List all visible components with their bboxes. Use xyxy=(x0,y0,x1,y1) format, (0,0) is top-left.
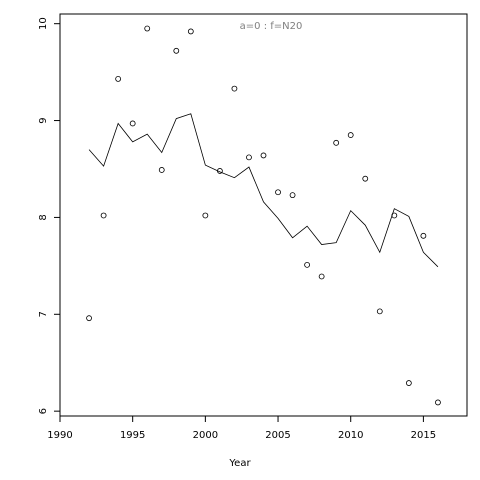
data-point xyxy=(173,47,180,54)
data-point xyxy=(260,152,267,159)
data-line xyxy=(88,113,439,268)
y-tick-label: 10 xyxy=(38,17,49,30)
data-point xyxy=(435,399,441,406)
plot-box xyxy=(59,13,468,417)
data-point xyxy=(275,189,281,196)
data-point xyxy=(333,139,340,146)
data-point xyxy=(115,76,122,82)
data-point xyxy=(158,167,165,173)
data-point xyxy=(129,120,136,127)
x-tick-label: 2005 xyxy=(265,430,290,441)
data-point xyxy=(362,175,369,182)
data-point xyxy=(420,232,427,239)
data-point xyxy=(304,261,311,268)
x-tick-label: 1995 xyxy=(120,430,145,441)
x-tick-label: 2010 xyxy=(338,430,363,441)
x-axis-label: Year xyxy=(228,458,251,469)
chart-title: a=0 : f=N20 xyxy=(240,21,303,32)
data-point xyxy=(318,273,325,280)
data-point xyxy=(246,154,252,161)
y-tick-label: 7 xyxy=(38,311,49,317)
data-point xyxy=(86,315,92,322)
x-tick-label: 2015 xyxy=(411,430,436,441)
data-point xyxy=(289,192,296,199)
x-tick-label: 2000 xyxy=(193,430,218,441)
data-point xyxy=(405,380,412,386)
data-point xyxy=(202,212,209,219)
data-point xyxy=(231,85,238,92)
data-point xyxy=(144,25,151,32)
x-tick-label: 1990 xyxy=(47,430,72,441)
y-tick-label: 8 xyxy=(38,214,49,220)
data-point xyxy=(100,212,107,219)
data-point xyxy=(347,132,354,138)
y-tick-label: 6 xyxy=(38,408,49,414)
data-point xyxy=(187,28,194,35)
y-tick-label: 9 xyxy=(38,117,49,123)
data-point xyxy=(376,308,383,315)
